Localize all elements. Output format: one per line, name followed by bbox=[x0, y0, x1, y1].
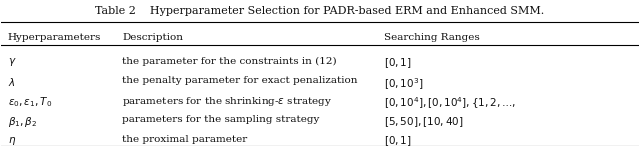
Text: Searching Ranges: Searching Ranges bbox=[384, 33, 479, 42]
Text: Description: Description bbox=[122, 33, 184, 42]
Text: Hyperparameters: Hyperparameters bbox=[8, 33, 101, 42]
Text: $\gamma$: $\gamma$ bbox=[8, 56, 17, 68]
Text: Table 2    Hyperparameter Selection for PADR-based ERM and Enhanced SMM.: Table 2 Hyperparameter Selection for PAD… bbox=[95, 6, 545, 16]
Text: $\varepsilon_0, \varepsilon_1, T_0$: $\varepsilon_0, \varepsilon_1, T_0$ bbox=[8, 95, 52, 109]
Text: $[0, 10^3]$: $[0, 10^3]$ bbox=[384, 76, 423, 92]
Text: $[0, 1]$: $[0, 1]$ bbox=[384, 135, 412, 148]
Text: parameters for the sampling strategy: parameters for the sampling strategy bbox=[122, 115, 320, 124]
Text: the parameter for the constraints in (12): the parameter for the constraints in (12… bbox=[122, 56, 337, 66]
Text: $\beta_1, \beta_2$: $\beta_1, \beta_2$ bbox=[8, 115, 37, 129]
Text: $[5, 50], [10, 40]$: $[5, 50], [10, 40]$ bbox=[384, 115, 463, 129]
Text: $[0, 10^4], [0, 10^4], \{1, 2, \ldots,$: $[0, 10^4], [0, 10^4], \{1, 2, \ldots,$ bbox=[384, 95, 516, 111]
Text: the penalty parameter for exact penalization: the penalty parameter for exact penaliza… bbox=[122, 76, 358, 85]
Text: $\lambda$: $\lambda$ bbox=[8, 76, 15, 88]
Text: $[0, 1]$: $[0, 1]$ bbox=[384, 56, 412, 70]
Text: $\eta$: $\eta$ bbox=[8, 135, 16, 147]
Text: parameters for the shrinking-$\varepsilon$ strategy: parameters for the shrinking-$\varepsilo… bbox=[122, 95, 333, 109]
Text: the proximal parameter: the proximal parameter bbox=[122, 135, 248, 144]
